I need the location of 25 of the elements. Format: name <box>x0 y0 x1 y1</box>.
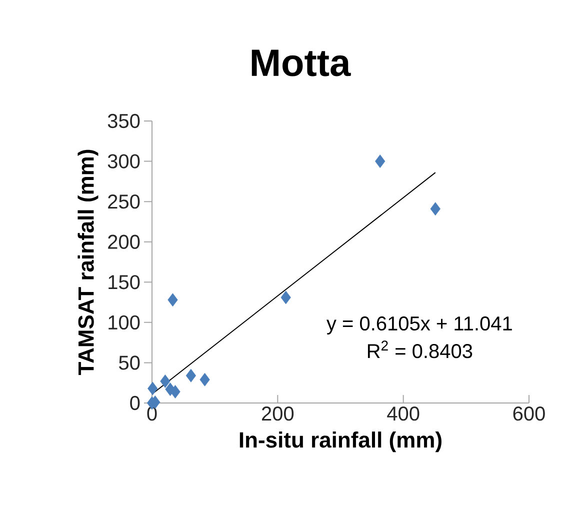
annotation: R$^{2}$ = 0.8403 <box>368 340 472 358</box>
point <box>430 202 440 216</box>
point <box>280 290 291 304</box>
y-tick-label: 100 <box>108 315 140 330</box>
y-axis-title: TAMSAT rainfall (mm) <box>78 150 98 376</box>
y-tick-label: 50 <box>119 356 140 370</box>
annotation: y = 0.6105x + 11.041 <box>326 316 512 335</box>
x-tick-label: 600 <box>513 406 545 421</box>
x-tick-label: 200 <box>262 406 294 421</box>
y-tick-label: 0 <box>130 396 140 410</box>
point <box>186 368 196 382</box>
point <box>375 154 386 168</box>
x-axis-title: In-situ rainfall (mm) <box>240 432 442 452</box>
point <box>168 293 178 307</box>
y-tick-label: 150 <box>108 275 140 290</box>
y-tick-label: 250 <box>108 194 140 209</box>
chart-title: Motta <box>252 50 351 76</box>
x-tick-label: 400 <box>387 406 420 421</box>
y-tick-label: 300 <box>108 154 140 168</box>
point <box>200 372 210 386</box>
point <box>160 374 170 388</box>
y-tick-label: 350 <box>108 114 140 128</box>
y-tick-label: 200 <box>108 234 140 249</box>
point <box>148 382 158 396</box>
point <box>165 382 176 396</box>
